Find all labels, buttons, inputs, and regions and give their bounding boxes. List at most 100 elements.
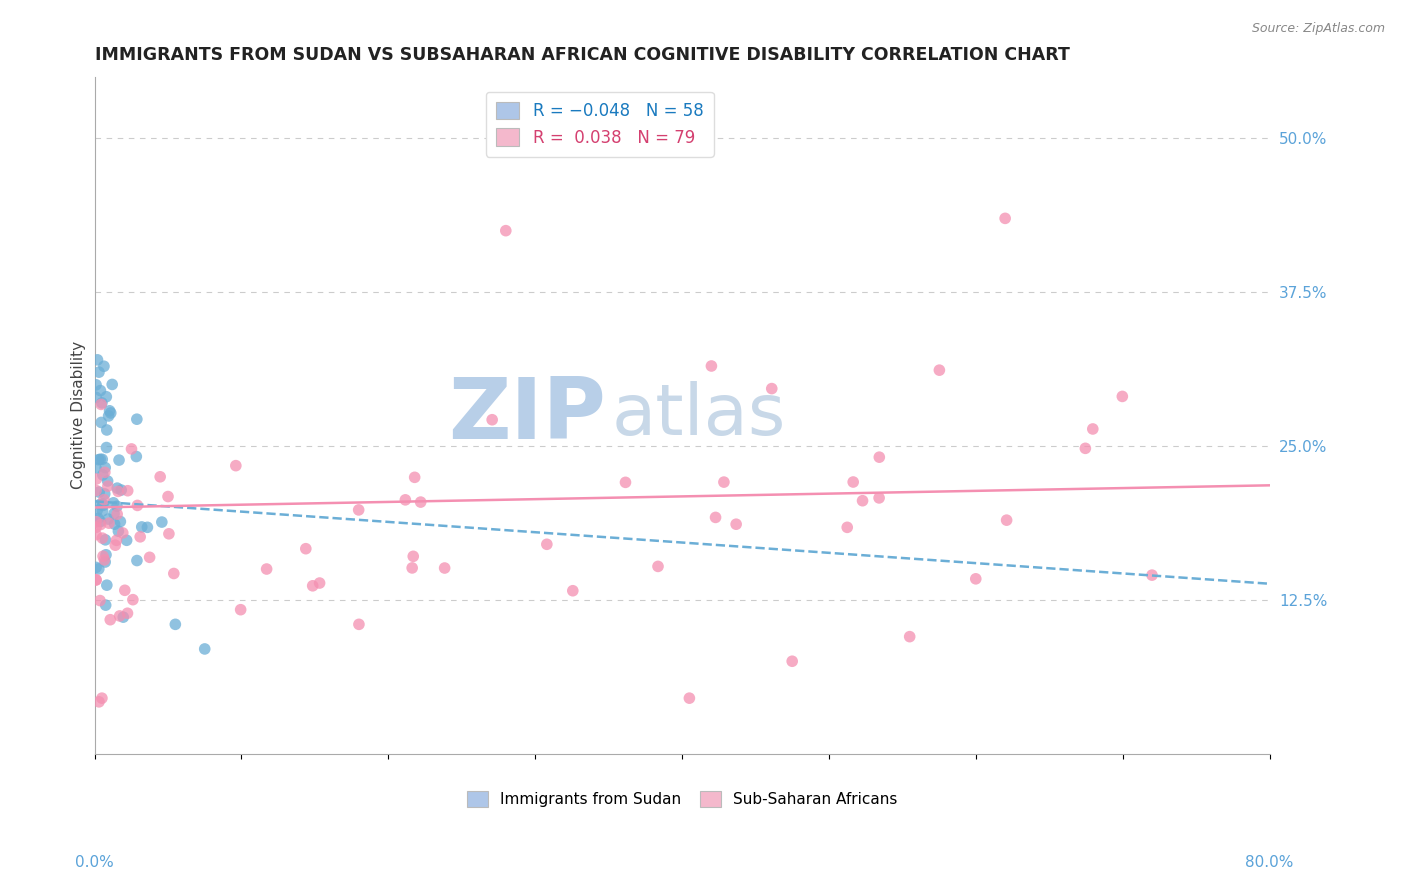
Point — [84, 461, 107, 475]
Point — [301, 579, 323, 593]
Point — [87, 452, 110, 467]
Point — [91, 549, 114, 564]
Point — [394, 492, 416, 507]
Point — [108, 453, 131, 467]
Point — [86, 503, 108, 517]
Point — [87, 695, 110, 709]
Point — [994, 211, 1017, 226]
Point — [97, 409, 120, 423]
Point — [107, 484, 129, 499]
Point — [94, 533, 117, 547]
Point — [136, 520, 159, 534]
Point — [89, 497, 111, 511]
Point — [131, 520, 153, 534]
Point — [96, 423, 118, 437]
Point — [868, 491, 890, 505]
Point — [87, 562, 110, 576]
Point — [401, 561, 423, 575]
Point — [94, 466, 117, 480]
Point — [229, 603, 252, 617]
Point — [90, 397, 112, 411]
Point — [149, 470, 172, 484]
Point — [536, 537, 558, 551]
Point — [90, 416, 112, 430]
Point — [561, 583, 583, 598]
Point — [868, 450, 890, 465]
Point — [108, 608, 131, 623]
Point — [125, 412, 148, 426]
Point — [100, 406, 122, 420]
Point — [194, 642, 217, 657]
Point — [98, 404, 121, 418]
Point — [104, 538, 127, 552]
Point — [614, 475, 637, 490]
Point — [111, 525, 134, 540]
Text: 0.0%: 0.0% — [75, 855, 114, 870]
Text: ZIP: ZIP — [449, 374, 606, 457]
Point — [256, 562, 278, 576]
Point — [112, 610, 135, 624]
Point — [96, 441, 118, 455]
Point — [97, 474, 120, 488]
Point — [103, 507, 125, 521]
Point — [347, 617, 370, 632]
Point — [165, 617, 187, 632]
Point — [93, 487, 115, 501]
Point — [700, 359, 723, 373]
Point — [104, 517, 127, 532]
Point — [86, 352, 108, 367]
Point — [1140, 568, 1163, 582]
Point — [115, 533, 138, 548]
Point — [105, 481, 128, 495]
Point — [1111, 389, 1133, 403]
Point — [91, 531, 114, 545]
Point — [105, 500, 128, 514]
Point — [117, 606, 139, 620]
Point — [96, 390, 118, 404]
Point — [84, 573, 107, 587]
Point — [965, 572, 987, 586]
Point — [295, 541, 318, 556]
Point — [481, 413, 503, 427]
Point — [404, 470, 426, 484]
Point — [105, 507, 128, 521]
Point — [84, 573, 107, 587]
Point — [402, 549, 425, 564]
Point — [780, 654, 803, 668]
Point — [898, 630, 921, 644]
Point — [89, 384, 111, 398]
Point — [713, 475, 735, 489]
Legend: Immigrants from Sudan, Sub-Saharan Africans: Immigrants from Sudan, Sub-Saharan Afric… — [460, 785, 904, 814]
Point — [90, 396, 112, 410]
Point — [647, 559, 669, 574]
Point — [84, 520, 107, 534]
Point — [94, 460, 117, 475]
Point — [110, 483, 132, 497]
Point — [150, 515, 173, 529]
Point — [84, 377, 107, 392]
Point — [84, 527, 107, 541]
Point — [995, 513, 1018, 527]
Point — [117, 483, 139, 498]
Text: Source: ZipAtlas.com: Source: ZipAtlas.com — [1251, 22, 1385, 36]
Point — [98, 516, 121, 531]
Point — [225, 458, 247, 473]
Y-axis label: Cognitive Disability: Cognitive Disability — [72, 341, 86, 490]
Point — [761, 382, 783, 396]
Point — [125, 450, 148, 464]
Point — [103, 496, 125, 510]
Point — [97, 479, 120, 493]
Point — [1074, 442, 1097, 456]
Point — [101, 377, 124, 392]
Point — [90, 515, 112, 529]
Point — [678, 691, 700, 706]
Point — [725, 517, 748, 532]
Point — [157, 526, 180, 541]
Point — [105, 533, 128, 548]
Point — [91, 497, 114, 511]
Point — [94, 598, 117, 612]
Point — [107, 524, 129, 539]
Point — [347, 503, 370, 517]
Point — [157, 490, 180, 504]
Point — [122, 592, 145, 607]
